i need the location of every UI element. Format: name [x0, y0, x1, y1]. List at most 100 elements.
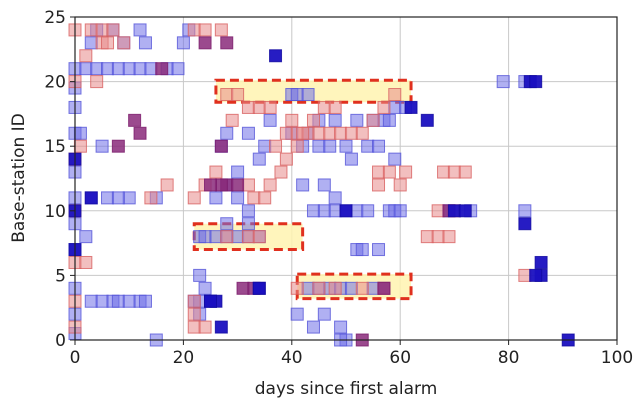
data-point-marker [231, 178, 245, 192]
data-point-marker [144, 191, 158, 205]
x-tick-label: 80 [498, 348, 520, 368]
data-point-marker [101, 36, 115, 50]
data-point-marker [431, 230, 445, 244]
data-point-marker [361, 139, 375, 153]
data-point-marker [95, 23, 109, 37]
data-point-marker [231, 165, 245, 179]
data-point-marker [220, 126, 234, 140]
data-point-marker [111, 62, 125, 76]
data-point-marker [420, 113, 434, 127]
data-point-marker [306, 320, 320, 334]
data-point-marker [138, 36, 152, 50]
data-point-marker [122, 191, 136, 205]
y-tick-label: 0 [55, 331, 66, 351]
data-point-marker [79, 49, 93, 63]
data-point-marker [252, 100, 266, 114]
data-point-marker [101, 191, 115, 205]
y-tick-label: 20 [44, 73, 66, 93]
data-point-marker [252, 152, 266, 166]
data-point-marker [458, 165, 472, 179]
data-point-marker [90, 75, 104, 89]
data-point-marker [198, 23, 212, 37]
x-tick-label: 40 [281, 348, 303, 368]
data-point-marker [382, 113, 396, 127]
data-point-marker [388, 88, 402, 102]
data-point-marker [399, 165, 413, 179]
data-point-marker [437, 165, 451, 179]
data-point-marker [312, 139, 326, 153]
data-point-marker [350, 204, 364, 218]
data-point-marker [328, 100, 342, 114]
data-point-marker [334, 320, 348, 334]
data-point-marker [241, 204, 255, 218]
data-point-marker [73, 126, 87, 140]
data-point-marker [241, 126, 255, 140]
data-point-marker [84, 23, 98, 37]
data-point-marker [274, 165, 288, 179]
data-point-marker [79, 62, 93, 76]
data-point-marker [193, 268, 207, 282]
data-point-marker [231, 191, 245, 205]
data-point-marker [344, 152, 358, 166]
data-point-marker [252, 230, 266, 244]
data-point-marker [187, 23, 201, 37]
data-point-marker [204, 294, 217, 308]
data-point-marker [447, 165, 461, 179]
y-tick-label: 5 [55, 266, 66, 286]
data-point-marker [328, 281, 342, 295]
data-point-marker [393, 204, 407, 218]
data-point-marker [323, 139, 337, 153]
data-point-marker [323, 126, 337, 140]
data-point-marker [447, 204, 461, 218]
data-point-marker [187, 307, 201, 321]
data-point-marker [73, 139, 87, 153]
ticks-layer: 0 20 40 60 80 100 0 5 10 15 20 25 [44, 8, 633, 368]
data-point-marker [79, 230, 93, 244]
data-point-marker [534, 255, 548, 269]
data-point-marker [84, 191, 98, 205]
data-point-marker [144, 62, 158, 76]
data-point-marker [258, 191, 272, 205]
data-point-marker [355, 281, 369, 295]
data-point-marker [122, 62, 136, 76]
data-point-marker [290, 88, 304, 102]
data-point-marker [529, 75, 543, 89]
data-point-marker [111, 139, 125, 153]
y-axis-label: Base-station ID [9, 113, 29, 243]
data-point-marker [111, 191, 125, 205]
data-point-marker [231, 230, 245, 244]
data-point-marker [312, 126, 326, 140]
data-point-marker [84, 294, 98, 308]
data-point-marker [328, 191, 342, 205]
data-point-marker [518, 217, 532, 231]
x-axis-label: days since first alarm [255, 379, 438, 399]
data-point-marker [214, 320, 228, 334]
data-point-marker [117, 36, 131, 50]
data-point-marker [377, 100, 391, 114]
data-point-marker [355, 126, 369, 140]
data-point-marker [355, 243, 369, 257]
data-point-marker [296, 178, 310, 192]
data-point-marker [312, 281, 326, 295]
data-point-marker [317, 307, 331, 321]
data-point-marker [366, 113, 380, 127]
data-point-marker [328, 113, 342, 127]
data-point-marker [214, 23, 228, 37]
data-point-marker [404, 100, 418, 114]
data-point-marker [372, 178, 386, 192]
data-point-marker [101, 62, 115, 76]
data-point-marker [111, 294, 125, 308]
data-point-marker [84, 36, 98, 50]
data-point-marker [377, 281, 391, 295]
data-point-marker [279, 126, 293, 140]
data-point-marker [209, 230, 223, 244]
data-point-marker [241, 217, 255, 231]
data-point-marker [263, 178, 277, 192]
x-tick-label: 60 [389, 348, 411, 368]
data-point-marker [122, 294, 136, 308]
data-point-marker [344, 126, 358, 140]
data-point-marker [198, 320, 212, 334]
data-point-marker [231, 88, 245, 102]
data-point-marker [344, 281, 358, 295]
data-point-marker [317, 178, 331, 192]
